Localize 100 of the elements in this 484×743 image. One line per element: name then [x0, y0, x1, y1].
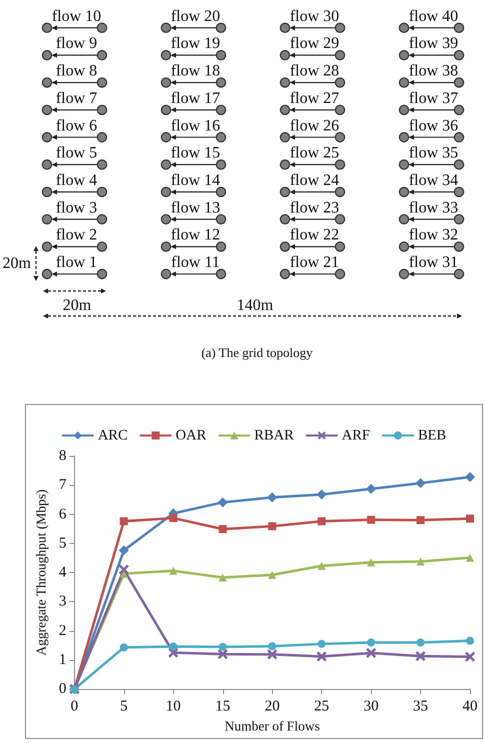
x-tick-label: 25 [314, 698, 330, 715]
x-tick-label: 20 [264, 698, 280, 715]
y-tick-label: 0 [58, 681, 66, 698]
point [465, 652, 475, 662]
point [316, 489, 327, 500]
point [218, 642, 227, 651]
text: flow 29 [290, 35, 340, 52]
text: flow 3 [56, 199, 98, 216]
text: flow 37 [408, 90, 458, 107]
point [218, 525, 227, 534]
legend-label: RBAR [254, 428, 294, 444]
y-tick-label: 2 [58, 622, 66, 639]
text: flow 24 [290, 172, 340, 189]
x-tick-label: 35 [413, 698, 428, 715]
text: flow 6 [56, 117, 98, 134]
text: flow 7 [56, 90, 98, 107]
x-axis-title: Number of Flows [224, 718, 320, 734]
legend-label: ARC [98, 428, 128, 444]
point [466, 636, 474, 645]
text: flow 38 [408, 62, 458, 80]
text: flow 31 [408, 254, 458, 271]
x-tick-label: 0 [70, 698, 78, 715]
text: flow 26 [290, 117, 340, 134]
text: flow 11 [171, 254, 220, 271]
text: flow 13 [170, 199, 220, 216]
point [416, 557, 425, 566]
text: flow 1 [56, 254, 98, 271]
point [465, 472, 475, 482]
point [218, 574, 227, 582]
text: flow 10 [52, 8, 102, 25]
y-tick-label: 5 [58, 535, 66, 552]
point [416, 516, 425, 524]
text: flow 40 [408, 8, 458, 25]
point [267, 649, 278, 660]
point [268, 642, 276, 650]
y-tick-label: 7 [58, 477, 67, 494]
text: flow 30 [290, 8, 340, 25]
point [268, 570, 276, 579]
text: flow 22 [290, 226, 340, 244]
text: flow 20 [170, 8, 220, 25]
text: flow 4 [56, 172, 98, 189]
legend-label: ARF [342, 428, 370, 444]
point [267, 492, 278, 502]
text: flow 18 [170, 62, 220, 80]
point [367, 516, 376, 524]
text: flow 8 [56, 62, 98, 80]
text: flow 27 [290, 90, 340, 107]
text: flow 12 [170, 226, 220, 244]
y-tick-label: 6 [58, 506, 67, 522]
point [120, 517, 128, 526]
point [416, 651, 426, 662]
point [169, 642, 178, 651]
point [218, 497, 228, 508]
point [366, 648, 376, 658]
text: flow 25 [290, 144, 340, 162]
text: flow 14 [170, 172, 220, 189]
point [416, 638, 425, 646]
text: flow 19 [170, 35, 220, 52]
text: flow 9 [56, 35, 98, 52]
text: flow 17 [170, 90, 220, 107]
point [169, 514, 178, 522]
point [366, 484, 376, 494]
point [268, 522, 276, 530]
point [316, 651, 327, 662]
point [318, 640, 326, 648]
point [118, 545, 129, 556]
point [466, 514, 474, 523]
point [318, 517, 326, 526]
text: flow 32 [408, 226, 458, 244]
text: 140m [236, 297, 274, 314]
legend-label: OAR [176, 428, 207, 444]
x-tick-label: 40 [462, 698, 478, 715]
y-tick-label: 3 [58, 594, 66, 610]
text: flow 15 [170, 144, 220, 162]
point [416, 478, 426, 488]
x-tick-label: 15 [215, 698, 230, 715]
point [218, 649, 228, 660]
y-axis-title: Aggregate Throughput (Mbps) [34, 489, 48, 656]
y-tick-label: 8 [58, 448, 66, 464]
text: flow 5 [56, 144, 98, 162]
text: flow 2 [56, 226, 98, 244]
text: flow 35 [408, 144, 458, 162]
point [169, 566, 178, 575]
text: 20m [62, 297, 92, 314]
text: flow 39 [408, 35, 458, 52]
point [120, 643, 128, 652]
text: flow 33 [408, 199, 458, 216]
x-tick-label: 5 [120, 698, 128, 715]
point [367, 638, 376, 646]
text: flow 36 [408, 117, 458, 134]
y-tick-label: 4 [58, 564, 67, 581]
text: flow 16 [170, 117, 220, 134]
y-tick-label: 1 [58, 652, 66, 668]
point [318, 562, 326, 570]
text: flow 28 [290, 62, 340, 80]
point [466, 554, 474, 562]
text: flow 34 [408, 172, 458, 189]
text: flow 21 [290, 254, 340, 271]
x-tick-label: 30 [364, 698, 379, 715]
text: flow 23 [290, 199, 340, 216]
